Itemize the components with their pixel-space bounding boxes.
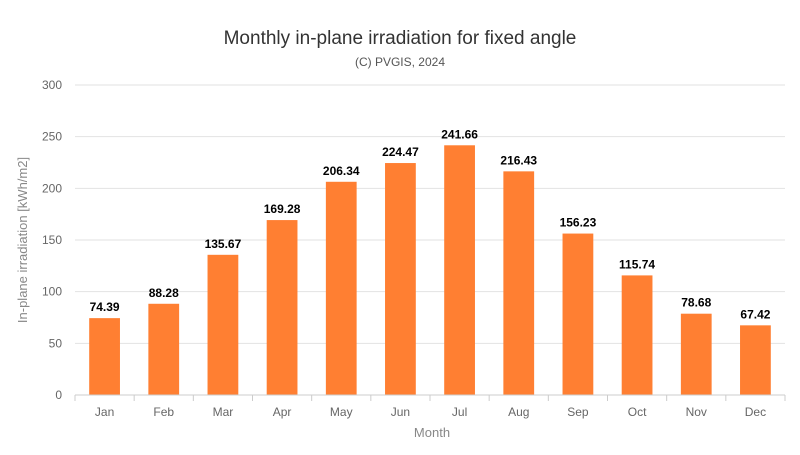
data-label-oct: 115.74 (619, 257, 655, 271)
data-label-may: 206.34 (323, 164, 360, 178)
x-tick-label-feb: Feb (153, 405, 174, 419)
y-tick-label-4: 200 (42, 181, 62, 195)
x-tick-label-nov: Nov (686, 405, 707, 419)
data-label-dec: 67.42 (740, 307, 770, 321)
y-tick-label-2: 100 (42, 285, 62, 299)
bar-jun (385, 163, 416, 395)
y-tick-label-0: 0 (55, 388, 62, 402)
x-tick-label-dec: Dec (745, 405, 766, 419)
bar-may (325, 181, 357, 395)
x-tick-label-oct: Oct (628, 405, 647, 419)
y-axis-ticks: 0 50 100 150 200 250 300 (42, 78, 62, 402)
bar-nov (680, 313, 712, 395)
data-label-jul: 241.66 (441, 127, 478, 141)
x-tick-label-jun: Jun (391, 405, 410, 419)
data-label-apr: 169.28 (264, 202, 301, 216)
x-tick-label-sep: Sep (567, 405, 589, 419)
bar-aug (503, 171, 535, 395)
bar-sep (562, 233, 594, 395)
x-axis-title: Month (414, 425, 450, 440)
y-tick-label-5: 250 (42, 130, 62, 144)
bar-jan (89, 318, 120, 395)
data-label-nov: 78.68 (681, 296, 711, 310)
bar-oct (621, 275, 653, 395)
x-tick-label-jul: Jul (452, 405, 467, 419)
bar-feb (148, 303, 180, 395)
x-tick-label-apr: Apr (273, 405, 292, 419)
data-label-sep: 156.23 (560, 216, 597, 230)
x-axis-ticks: Jan Feb Mar Apr May Jun Jul Aug Sep Oct Nov Dec (74, 395, 786, 419)
bars (89, 145, 771, 395)
data-label-feb: 88.28 (149, 286, 179, 300)
y-tick-label-6: 300 (42, 78, 62, 92)
bar-apr (266, 220, 298, 395)
y-tick-label-3: 150 (42, 233, 62, 247)
data-labels: 74.39 88.28 135.67 169.28 206.34 224.47 241.66… (90, 127, 771, 321)
y-axis-title: In-plane irradiation [kWh/m2] (15, 157, 30, 323)
data-label-mar: 135.67 (205, 237, 242, 251)
bar-dec (740, 325, 771, 395)
chart-title: Monthly in-plane irradiation for fixed a… (224, 28, 577, 49)
y-tick-label-1: 50 (49, 336, 63, 350)
x-tick-label-may: May (330, 405, 353, 419)
bar-jul (444, 145, 475, 395)
x-tick-label-aug: Aug (508, 405, 529, 419)
data-label-aug: 216.43 (500, 153, 537, 167)
x-tick-label-jan: Jan (95, 405, 114, 419)
chart-subtitle: (C) PVGIS, 2024 (355, 55, 445, 69)
x-tick-label-mar: Mar (213, 405, 234, 419)
data-label-jan: 74.39 (90, 300, 120, 314)
bar-mar (207, 254, 239, 395)
data-label-jun: 224.47 (382, 145, 419, 159)
grid-lines (75, 84, 785, 344)
